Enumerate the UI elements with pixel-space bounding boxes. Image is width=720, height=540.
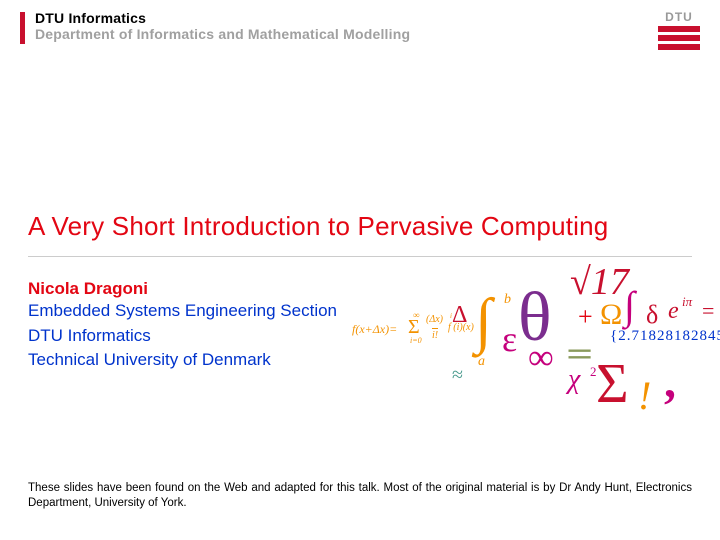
author-block: Nicola Dragoni Embedded Systems Engineer… xyxy=(0,279,720,373)
logo-label: DTU xyxy=(658,10,700,24)
dtu-logo: DTU xyxy=(658,10,700,50)
logo-bars-icon xyxy=(658,26,700,50)
author-dept: DTU Informatics xyxy=(28,324,692,349)
page-title: A Very Short Introduction to Pervasive C… xyxy=(28,211,692,242)
title-block: A Very Short Introduction to Pervasive C… xyxy=(0,211,720,242)
bang-symbol: ! xyxy=(638,372,651,419)
author-name: Nicola Dragoni xyxy=(28,279,692,299)
department-name: Department of Informatics and Mathematic… xyxy=(35,26,658,42)
header: DTU Informatics Department of Informatic… xyxy=(0,0,720,56)
header-accent-bar xyxy=(20,12,25,44)
divider xyxy=(28,256,692,257)
author-section: Embedded Systems Engineering Section xyxy=(28,299,692,324)
institution-name: DTU Informatics xyxy=(35,10,658,26)
header-text-block: DTU Informatics Department of Informatic… xyxy=(35,10,658,42)
footer-note: These slides have been found on the Web … xyxy=(28,481,692,512)
author-university: Technical University of Denmark xyxy=(28,348,692,373)
